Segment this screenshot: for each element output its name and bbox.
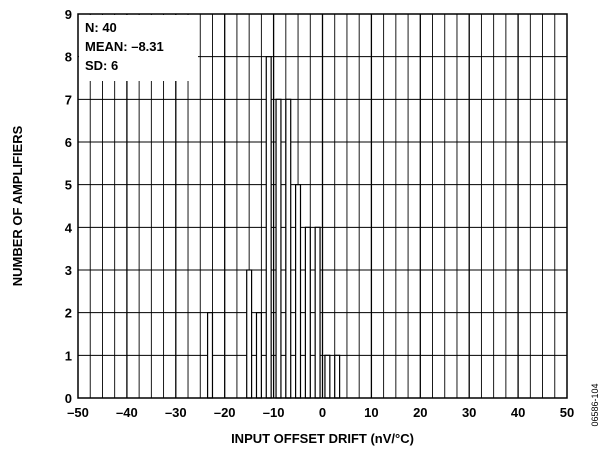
- y-axis-title: NUMBER OF AMPLIFIERS: [10, 125, 25, 286]
- x-tick-label: 50: [560, 405, 574, 420]
- histogram-bar: [324, 354, 331, 399]
- x-tick-label: –30: [165, 405, 187, 420]
- x-tick-label: 40: [511, 405, 525, 420]
- histogram-bar: [275, 98, 282, 399]
- stats-box: N: 40 MEAN: –8.31 SD: 6: [79, 15, 198, 81]
- y-tick-label: 9: [65, 7, 72, 22]
- x-axis-title: INPUT OFFSET DRIFT (nV/°C): [231, 431, 414, 446]
- x-tick-label: –10: [263, 405, 285, 420]
- x-tick-labels: –50 –40 –30 –20 –10 0 10 20 30 40 50: [67, 405, 574, 420]
- y-tick-label: 8: [65, 50, 72, 65]
- figure-id: 06586-104: [590, 383, 600, 426]
- y-tick-label: 4: [65, 220, 73, 235]
- x-tick-label: –40: [116, 405, 138, 420]
- stat-mean: MEAN: –8.31: [85, 39, 164, 54]
- histogram-bar: [295, 184, 302, 399]
- y-tick-label: 0: [65, 391, 72, 406]
- histogram-bar: [255, 312, 262, 399]
- y-tick-label: 5: [65, 178, 72, 193]
- y-tick-label: 7: [65, 92, 72, 107]
- y-tick-label: 2: [65, 306, 72, 321]
- y-tick-labels: 0 1 2 3 4 5 6 7 8 9: [65, 7, 73, 406]
- y-tick-label: 1: [65, 348, 72, 363]
- histogram-bar: [334, 354, 341, 399]
- histogram-bar: [304, 226, 311, 399]
- x-tick-label: 10: [364, 405, 378, 420]
- histogram-bar: [206, 312, 214, 399]
- x-tick-label: 0: [319, 405, 326, 420]
- stats-background: [79, 15, 198, 81]
- plot-frame: [77, 13, 568, 399]
- y-tick-label: 6: [65, 135, 72, 150]
- x-tick-label: –50: [67, 405, 89, 420]
- histogram-bar: [246, 269, 253, 399]
- x-tick-label: 20: [413, 405, 427, 420]
- histogram-bar: [285, 98, 292, 399]
- stat-sd: SD: 6: [85, 58, 118, 73]
- x-tick-label: 30: [462, 405, 476, 420]
- x-tick-label: –20: [214, 405, 236, 420]
- histogram-bar: [314, 226, 321, 399]
- y-tick-label: 3: [65, 263, 72, 278]
- histogram-bar: [265, 56, 272, 399]
- stat-n: N: 40: [85, 20, 117, 35]
